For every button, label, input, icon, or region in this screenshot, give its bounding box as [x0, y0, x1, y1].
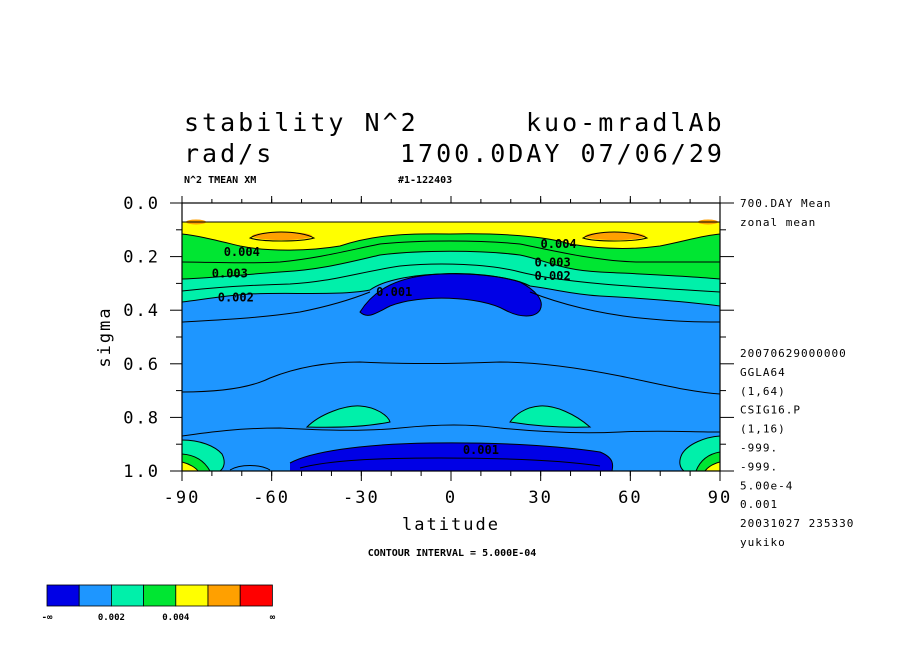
x-tick-label: 30 — [528, 488, 552, 508]
contour-line-polar-right-1 — [679, 435, 720, 471]
y-tick-label: 1.0 — [123, 462, 160, 482]
colorbar-swatch — [46, 584, 80, 607]
contour-line-polar-right-3 — [704, 461, 720, 471]
side-info-line: GGLA64 — [740, 366, 786, 379]
y-tick-label: 0.0 — [123, 194, 160, 214]
contour-lines — [182, 221, 720, 471]
contour-fill — [182, 203, 720, 471]
contour-line-0.001-lower — [289, 442, 614, 471]
colorbar: -∞ 0.002 0.004 ∞ — [42, 584, 276, 623]
x-tick-label: -90 — [164, 488, 201, 508]
contour-label: 0.004 — [224, 245, 260, 259]
side-info-line: yukiko — [740, 536, 786, 549]
contour-label: 0.004 — [541, 237, 577, 251]
contour-line-0.0015-upper — [182, 291, 720, 323]
side-info-line: -999. — [740, 460, 778, 473]
colorbar-swatch — [78, 584, 112, 607]
colorbar-label: -∞ — [42, 613, 53, 623]
colorbar-swatch — [207, 584, 241, 607]
contour-line-0.004 — [182, 233, 720, 251]
contour-line-polar-left-3 — [182, 461, 199, 471]
colorbar-label: ∞ — [270, 613, 276, 623]
side-info-line: 20031027 235330 — [740, 517, 854, 530]
units-label: rad/s — [184, 139, 274, 168]
band-no-data — [182, 203, 720, 222]
contour-line-0.005-right — [581, 231, 649, 242]
x-tick-label: 0 — [445, 488, 457, 508]
run-id: #1-122403 — [398, 175, 452, 186]
contour-line-0.0025 — [182, 263, 720, 293]
side-info-line: -999. — [740, 442, 778, 455]
colorbar-swatch — [175, 584, 209, 607]
contour-line-0.0035 — [182, 240, 720, 264]
colorbar-swatch — [143, 584, 177, 607]
contour-label: 0.001 — [376, 285, 412, 299]
contour-line-surface-left — [229, 465, 271, 471]
contour-line-0.003 — [182, 250, 720, 280]
band-0.005-0.006-left — [252, 232, 312, 240]
band-0.005-0.006-right — [585, 232, 645, 240]
side-info-line: zonal mean — [740, 216, 816, 229]
contour-line-0.0005-lower — [299, 457, 601, 469]
band-0.004-0.005 — [182, 222, 720, 251]
time-label: 1700.0DAY 07/06/29 — [400, 139, 725, 168]
x-tick-label: -60 — [253, 488, 290, 508]
y-tick-label: 0.4 — [123, 301, 160, 321]
x-tick-label: -30 — [343, 488, 380, 508]
contour-line-0.0015-lower — [182, 424, 720, 437]
contour-line-0.002-left-lens — [305, 405, 391, 428]
side-info-line: 5.00e-4 — [740, 479, 793, 492]
contour-label: 0.003 — [212, 266, 248, 280]
experiment-name: kuo-mradlAb — [526, 108, 725, 137]
side-info-line: (1,16) — [740, 423, 786, 436]
contour-label: 0.003 — [535, 256, 571, 270]
side-info-line: 20070629000000 — [740, 347, 847, 360]
contour-label: 0.001 — [463, 443, 499, 457]
contour-line-polar-left-2 — [182, 453, 211, 471]
x-axis-label: latitude — [402, 515, 500, 535]
contour-interval-label: CONTOUR INTERVAL = 5.000E-04 — [368, 548, 537, 559]
variable-description: N^2 TMEAN XM — [184, 175, 256, 186]
side-info-line: 700.DAY Mean — [740, 197, 831, 210]
band-0.002-0.003-left-lens — [307, 405, 390, 428]
band-lt-0.001-lower — [290, 442, 613, 471]
colorbar-label: 0.004 — [162, 613, 190, 623]
contour-line-0.002-right-lens — [509, 405, 592, 428]
contour-line-polar-right-2 — [695, 451, 720, 471]
colorbar-swatch — [111, 584, 145, 607]
contour-line-polar-left-1 — [182, 439, 225, 471]
side-info: 700.DAY Mean zonal mean 20070629000000 GGLA… — [740, 197, 854, 549]
side-info-line: 0.001 — [740, 498, 778, 511]
axis-ticks — [170, 196, 734, 481]
band-0.002-0.003-right-lens — [510, 405, 590, 428]
band-polar-left-3 — [182, 462, 198, 471]
colorbar-label: 0.002 — [98, 613, 125, 623]
y-tick-labels: 0.0 0.2 0.4 0.6 0.8 1.0 — [123, 194, 160, 482]
y-tick-label: 0.8 — [123, 408, 160, 428]
contour-line-0.005-left — [248, 231, 316, 242]
contour-line-0.001-upper — [359, 272, 542, 317]
band-polar-right-3 — [705, 462, 720, 471]
contour-label: 0.002 — [218, 290, 254, 304]
side-info-line: CSIG16.P — [740, 404, 801, 417]
x-tick-label: 60 — [618, 488, 642, 508]
x-tick-labels: -90 -60 -30 0 30 60 90 — [164, 488, 732, 508]
y-axis-label: sigma — [95, 306, 115, 367]
side-info-line: (1,64) — [740, 385, 786, 398]
contour-line-0.0015-mid — [182, 361, 720, 395]
chart-title: stability N^2 — [184, 108, 419, 137]
colorbar-swatch — [239, 584, 273, 607]
y-tick-label: 0.6 — [123, 355, 160, 375]
x-tick-label: 90 — [708, 488, 732, 508]
y-tick-label: 0.2 — [123, 248, 160, 268]
contour-label: 0.002 — [535, 269, 571, 283]
